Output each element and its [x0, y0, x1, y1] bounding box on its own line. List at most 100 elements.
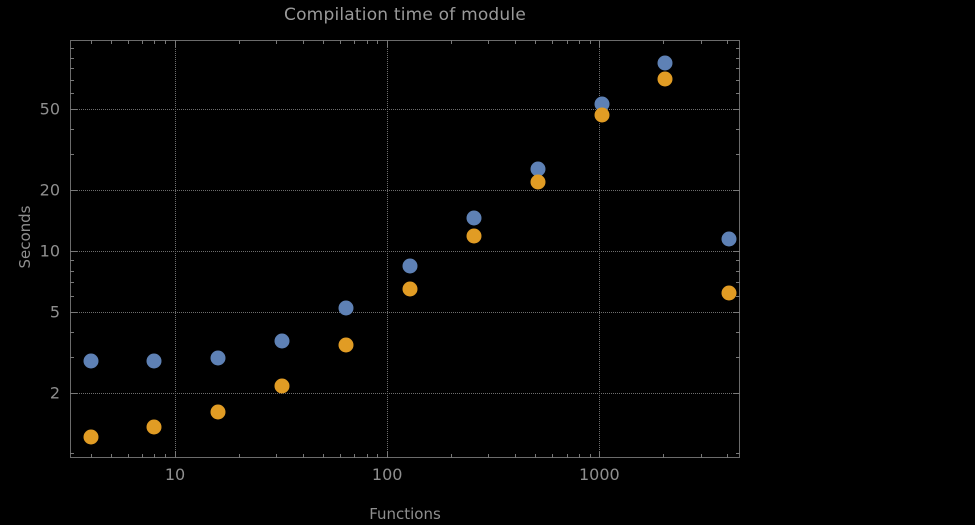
- x-axis-minor-tick: [377, 454, 379, 458]
- plot-area: [70, 40, 740, 458]
- x-axis-minor-tick: [663, 454, 665, 458]
- gridline-vertical: [175, 40, 176, 458]
- x-axis-minor-tick: [566, 454, 568, 458]
- x-axis-minor-tick: [451, 454, 453, 458]
- x-axis-minor-tick: [354, 40, 356, 44]
- x-axis-minor-tick: [535, 40, 537, 44]
- x-axis-minor-tick: [514, 454, 516, 458]
- x-axis-minor-tick: [340, 454, 342, 458]
- x-axis-minor-tick: [514, 40, 516, 44]
- x-axis-minor-tick: [323, 454, 325, 458]
- x-axis-minor-tick: [111, 454, 113, 458]
- data-point: [594, 107, 610, 123]
- y-axis-minor-tick: [70, 453, 74, 455]
- x-axis-tick: [599, 451, 601, 458]
- data-point: [146, 353, 162, 369]
- y-tick-label: 10: [39, 241, 60, 261]
- x-axis-minor-tick: [552, 40, 554, 44]
- y-axis-minor-tick: [736, 57, 740, 59]
- x-axis-minor-tick: [488, 454, 490, 458]
- x-tick-label: 10: [164, 465, 186, 484]
- data-point: [83, 353, 99, 369]
- y-axis-minor-tick: [736, 331, 740, 333]
- y-axis-minor-tick: [736, 453, 740, 455]
- x-axis-minor-tick: [727, 40, 729, 44]
- y-axis-minor-tick: [70, 260, 74, 262]
- data-point: [210, 404, 226, 420]
- x-axis-minor-tick: [552, 454, 554, 458]
- x-axis-tick: [387, 40, 389, 47]
- x-axis-minor-tick: [578, 454, 580, 458]
- x-axis-minor-tick: [366, 454, 368, 458]
- x-axis-minor-tick: [663, 40, 665, 44]
- y-axis-minor-tick: [70, 48, 74, 50]
- x-axis-minor-tick: [700, 40, 702, 44]
- x-axis-minor-tick: [127, 454, 129, 458]
- y-axis-tick: [70, 189, 77, 191]
- y-axis-tick: [70, 250, 77, 252]
- x-axis-minor-tick: [302, 40, 304, 44]
- x-axis-minor-tick: [111, 40, 113, 44]
- y-axis-minor-tick: [736, 282, 740, 284]
- gridline-horizontal: [70, 392, 740, 394]
- y-axis-minor-tick: [736, 93, 740, 95]
- y-axis-tick: [733, 392, 740, 394]
- x-axis-tick: [599, 40, 601, 47]
- data-point: [146, 419, 162, 435]
- x-axis-minor-tick: [142, 40, 144, 44]
- y-axis-minor-tick: [736, 295, 740, 297]
- y-axis-minor-tick: [70, 79, 74, 81]
- x-axis-minor-tick: [535, 454, 537, 458]
- x-axis-tick: [387, 451, 389, 458]
- y-tick-label: 20: [39, 180, 60, 200]
- y-axis-minor-tick: [736, 260, 740, 262]
- y-axis-minor-tick: [70, 331, 74, 333]
- y-axis-minor-tick: [70, 356, 74, 358]
- y-tick-label: 5: [49, 302, 60, 322]
- y-axis-tick: [70, 311, 77, 313]
- y-axis-label: Seconds: [16, 205, 34, 269]
- y-axis-minor-tick: [70, 57, 74, 59]
- data-point: [210, 350, 226, 366]
- data-point: [530, 174, 546, 190]
- gridline-horizontal: [70, 189, 740, 191]
- y-axis-minor-tick: [70, 295, 74, 297]
- data-point: [721, 231, 737, 247]
- y-axis-minor-tick: [736, 270, 740, 272]
- y-axis-minor-tick: [736, 79, 740, 81]
- x-axis-minor-tick: [323, 40, 325, 44]
- y-axis-minor-tick: [70, 154, 74, 156]
- x-tick-label: 100: [371, 465, 403, 484]
- x-axis-minor-tick: [366, 40, 368, 44]
- x-axis-minor-tick: [340, 40, 342, 44]
- y-tick-label: 50: [39, 99, 60, 119]
- y-axis-minor-tick: [70, 282, 74, 284]
- data-point: [657, 55, 673, 71]
- y-axis-tick: [733, 311, 740, 313]
- x-axis-minor-tick: [377, 40, 379, 44]
- data-point: [338, 300, 354, 316]
- data-point: [83, 429, 99, 445]
- x-axis-minor-tick: [276, 454, 278, 458]
- y-axis-tick: [733, 250, 740, 252]
- x-axis-minor-tick: [238, 454, 240, 458]
- x-axis-minor-tick: [302, 454, 304, 458]
- y-axis-tick: [733, 189, 740, 191]
- x-axis-minor-tick: [238, 40, 240, 44]
- x-axis-label: Functions: [369, 505, 441, 523]
- y-axis-minor-tick: [736, 128, 740, 130]
- data-point: [274, 333, 290, 349]
- y-axis-minor-tick: [70, 68, 74, 69]
- x-axis-minor-tick: [127, 40, 129, 44]
- y-tick-label: 2: [49, 383, 60, 402]
- x-axis-minor-tick: [727, 454, 729, 458]
- x-axis-minor-tick: [589, 40, 591, 44]
- gridline-vertical: [387, 40, 389, 458]
- y-axis-minor-tick: [70, 93, 74, 95]
- x-axis-minor-tick: [451, 40, 453, 44]
- data-point: [338, 337, 354, 353]
- gridline-horizontal: [70, 250, 740, 252]
- x-axis-minor-tick: [488, 40, 490, 44]
- x-axis-minor-tick: [165, 454, 167, 458]
